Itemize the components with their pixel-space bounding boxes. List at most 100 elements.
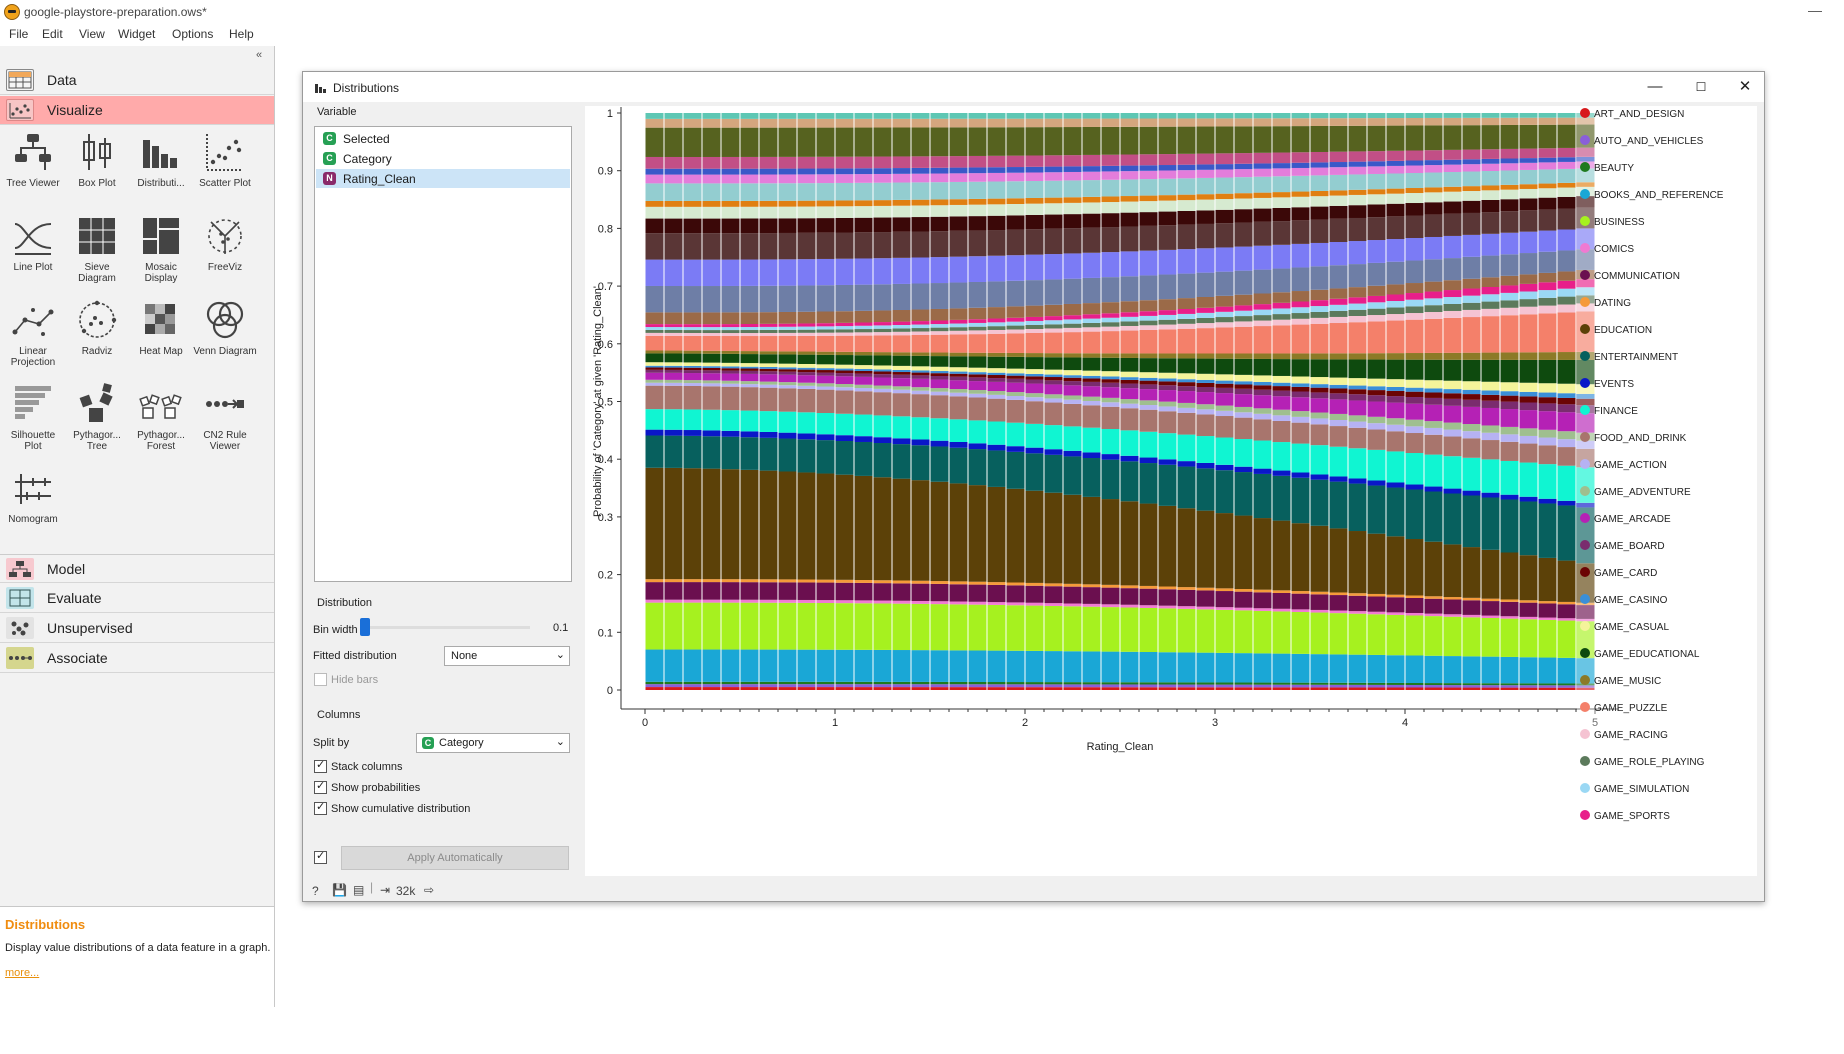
widget-pythagorean-tree[interactable]: Pythagor... Tree [65,382,129,452]
y-tick-label: 0 [607,685,613,697]
bar-segment [797,200,816,207]
variable-item-rating-clean[interactable]: N Rating_Clean [316,169,570,188]
bar-segment [1310,474,1329,480]
bar-segment [1253,608,1272,611]
menu-help[interactable]: Help [229,27,254,41]
bar-segment [968,113,987,119]
bar-segment [1025,650,1044,683]
bin-width-slider-handle[interactable] [360,618,370,636]
bar-segment [1386,451,1405,483]
bar-segment [1272,590,1291,593]
fitted-distribution-select[interactable]: None ⌄ [444,646,570,666]
menu-edit[interactable]: Edit [42,27,63,41]
bar-segment [1443,398,1462,406]
bar-segment [1310,196,1329,207]
legend-marker [1580,243,1590,253]
bin-width-slider-track[interactable] [360,626,530,629]
bar-segment [1215,437,1234,465]
bar-segment [1405,539,1424,596]
widget-line-plot[interactable]: Line Plot [1,214,65,273]
stack-columns-checkbox[interactable] [314,758,327,773]
bar-segment [1272,308,1291,315]
bar-segment [1405,379,1424,388]
widget-linear-projection[interactable]: Linear Projection [1,298,65,368]
show-probabilities-checkbox[interactable] [314,779,327,794]
menu-widget[interactable]: Widget [118,27,156,41]
variable-item-selected[interactable]: C Selected [316,129,570,148]
widget-pythagorean-forest[interactable]: Pythagor... Forest [129,382,193,452]
bar-segment [759,381,778,385]
category-associate[interactable]: Associate [0,644,274,673]
distribution-plot[interactable]: 0 0.1 0.2 0.3 0.4 0.5 0.6 0.7 0.8 0.9 1 0 1 2 3 4 5 Ratin… [585,95,1757,876]
widget-freeviz[interactable]: FreeViz [193,214,257,273]
bar-segment [740,431,759,438]
bar-segment [1500,199,1519,212]
widget-distributions[interactable]: Distributi... [129,130,193,189]
menu-options[interactable]: Options [172,27,214,41]
bar-segment [1025,423,1044,448]
widget-sieve-diagram[interactable]: Sieve Diagram [65,214,129,284]
y-tick-label: 0.6 [598,339,613,351]
menu-view[interactable]: View [79,27,105,41]
bar-segment [1272,608,1291,612]
bar-segment [759,582,778,600]
category-model[interactable]: Model [0,554,274,583]
bar-segment [683,468,702,580]
minimize-icon[interactable]: — [1808,2,1822,18]
bar-segment [1557,117,1576,125]
category-visualize[interactable]: Visualize [0,96,274,125]
auto-apply-checkbox[interactable] [314,849,327,864]
help-icon[interactable]: ? [312,884,319,898]
bar-segment [740,469,759,580]
widget-mosaic-display[interactable]: Mosaic Display [129,214,193,284]
apply-automatically-button[interactable]: Apply Automatically [341,846,569,870]
widget-tree-viewer[interactable]: Tree Viewer [1,130,65,189]
widget-silhouette-plot[interactable]: Silhouette Plot [1,382,65,452]
bar-segment [1310,167,1329,176]
dialog-maximize-icon[interactable]: ☐ [1695,80,1707,94]
bar-segment [1367,166,1386,174]
bar-segment [1082,314,1101,319]
widget-cn2-rule-viewer[interactable]: CN2 Rule Viewer [193,382,257,452]
category-evaluate[interactable]: Evaluate [0,584,274,613]
widget-heat-map[interactable]: Heat Map [129,298,193,357]
bar-segment [1500,285,1519,293]
bar-segment [1120,604,1139,608]
widget-radviz[interactable]: Radviz [65,298,129,357]
bar-segment [645,350,664,354]
category-unsupervised[interactable]: Unsupervised [0,614,274,643]
category-data[interactable]: Data [0,66,274,95]
menu-file[interactable]: File [9,27,29,41]
show-cumulative-checkbox[interactable] [314,800,327,815]
bar-segment [930,199,949,206]
help-more-link[interactable]: more... [5,967,40,979]
bar-segment [949,327,968,331]
variable-list[interactable]: C Selected C Category N Rating_Clean [314,126,572,582]
widget-nomogram[interactable]: Nomogram [1,466,65,525]
hide-bars-checkbox[interactable] [314,673,327,686]
save-image-icon[interactable]: 💾 [332,883,347,897]
bar-segment [1044,586,1063,604]
bar-segment [1082,113,1101,119]
bar-segment [1272,244,1291,269]
bar-segment [1367,118,1386,126]
bar-segment [1386,655,1405,683]
dialog-minimize-icon[interactable]: — [1647,78,1663,95]
bar-segment [1310,317,1329,324]
report-icon[interactable]: ▤ [353,883,365,897]
dialog-close-icon[interactable]: ✕ [1738,78,1752,95]
bar-segment [1177,313,1196,319]
bar-segment [1082,202,1101,214]
collapse-panel-icon[interactable]: « [256,49,263,61]
bar-segment [1310,398,1329,413]
widget-scatter-plot[interactable]: Scatter Plot [193,130,257,189]
variable-item-category[interactable]: C Category [316,149,570,168]
bar-segment [1120,321,1139,326]
widget-venn-diagram[interactable]: Venn Diagram [193,298,257,357]
bar-segment [1538,437,1557,446]
split-by-select[interactable]: C Category ⌄ [416,733,570,753]
bar-segment [1044,279,1063,305]
widget-box-plot[interactable]: Box Plot [65,130,129,189]
bar-segment [1443,656,1462,684]
bar-segment [1519,158,1538,163]
